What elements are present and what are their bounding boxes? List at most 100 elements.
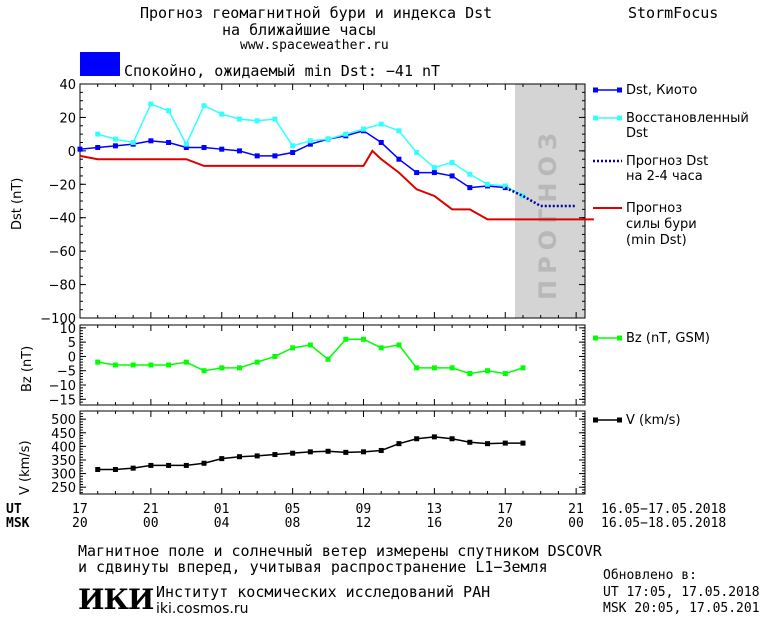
data-point [449,160,455,166]
ut-tick-label: 17 [497,502,513,517]
msk-tick-label: 16 [426,516,443,531]
forecast-region [515,84,585,318]
legend-marker [593,115,598,121]
y-tick-label: 0 [68,145,76,160]
y-tick-label: 400 [51,440,76,455]
data-point [485,181,491,187]
y-tick-label: 10 [59,322,76,337]
ut-tick-label: 09 [355,502,372,517]
data-point [166,108,172,114]
legend-marks [593,87,622,423]
iki-logo: ИКИ [78,583,154,616]
data-point [201,145,207,151]
y-tick-label: −60 [49,245,76,260]
data-point [130,362,136,368]
data-point [95,359,101,365]
data-point [95,145,101,151]
v-axis-label: V (km/s) [18,440,33,495]
data-point [219,111,225,117]
updated-msk: MSK 20:05, 17.05.2018 [603,601,760,616]
updated-ut: UT 17:05, 17.05.2018 [603,585,760,600]
data-point [201,460,207,466]
y-tick-label: −10 [49,379,76,394]
data-point [254,153,260,159]
data-point [378,447,384,453]
data-point [343,336,349,342]
data-point [183,462,189,468]
legend-v: V (km/s) [626,413,681,428]
legend-bz: Bz (nT, GSM) [626,331,711,346]
institute-site: iki.cosmos.ru [156,601,249,617]
forecast-label: ПРОГНОЗ [534,127,562,300]
ut-tick-label: 01 [213,502,230,517]
y-tick-label: 450 [51,427,76,442]
data-point [361,449,367,455]
data-point [378,121,384,127]
data-point [378,345,384,351]
data-point [467,171,473,177]
legend-marker [617,87,622,93]
data-point [148,101,154,107]
data-point [414,365,420,371]
data-point [219,456,225,462]
data-point [290,345,296,351]
dst-axis-label: Dst (nT) [10,177,25,230]
msk-tick-label: 08 [284,516,301,531]
y-tick-label: 0 [68,350,76,365]
data-point [201,103,207,109]
data-point [396,128,402,134]
y-tick-label: −40 [49,212,76,227]
data-point [307,141,313,147]
data-point [272,452,278,458]
data-point [290,450,296,456]
y-tick-label: 500 [51,413,76,428]
data-point [520,365,526,371]
data-point [112,362,118,368]
y-tick-label: −20 [49,178,76,193]
series-line [97,103,524,197]
legend-marker [617,115,622,121]
data-point [431,434,437,440]
data-point [325,136,331,142]
ut-tick-label: 13 [426,502,443,517]
data-point [130,140,136,145]
legend-restored-line2: Dst [626,126,648,141]
data-point [325,356,331,362]
footer-note-line2: и сдвинуты вперед, учитывая распростране… [78,558,548,576]
msk-date-range: 16.05−18.05.2018 [601,516,727,531]
data-point [166,362,172,368]
data-point [431,365,437,371]
legend-restored-line1: Восстановленный [626,111,749,126]
chart-title-line2: на ближайшие часы [222,21,376,39]
data-point [219,365,225,371]
legend-dst-kyoto: Dst, Киото [626,83,698,98]
data-point [431,165,437,171]
legend-marker [617,417,622,423]
data-point [467,439,473,445]
data-point [396,342,402,348]
data-point [520,193,526,199]
updated-label: Обновлено в: [603,568,697,583]
legend-marker [593,417,598,423]
data-point [236,116,242,122]
y-tick-label: 350 [51,454,76,469]
source-url: www.spaceweather.ru [240,38,389,53]
series-line [79,149,594,221]
ut-tick-label: 21 [568,502,584,517]
data-point [112,136,118,142]
data-point [485,368,491,374]
y-tick-label: −80 [49,279,76,294]
legend-storm-line2: силы бури [626,217,697,232]
data-point [201,368,207,374]
data-point [254,359,260,365]
data-point [148,362,154,368]
data-point [414,436,420,442]
msk-tick-label: 20 [497,516,513,531]
data-point [325,448,331,454]
data-point [219,146,225,152]
data-point [520,440,526,446]
data-point [307,449,313,455]
msk-tick-label: 00 [568,516,584,531]
institute-name: Институт космических исследований РАН [156,583,491,601]
